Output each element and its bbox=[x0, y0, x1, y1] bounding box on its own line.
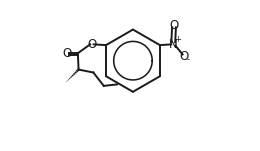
Text: O: O bbox=[169, 19, 179, 32]
Text: -: - bbox=[187, 55, 190, 64]
Text: O: O bbox=[63, 47, 72, 60]
Text: O: O bbox=[180, 50, 189, 63]
Text: N: N bbox=[169, 38, 178, 51]
Text: O: O bbox=[87, 38, 96, 51]
Text: +: + bbox=[174, 35, 181, 44]
